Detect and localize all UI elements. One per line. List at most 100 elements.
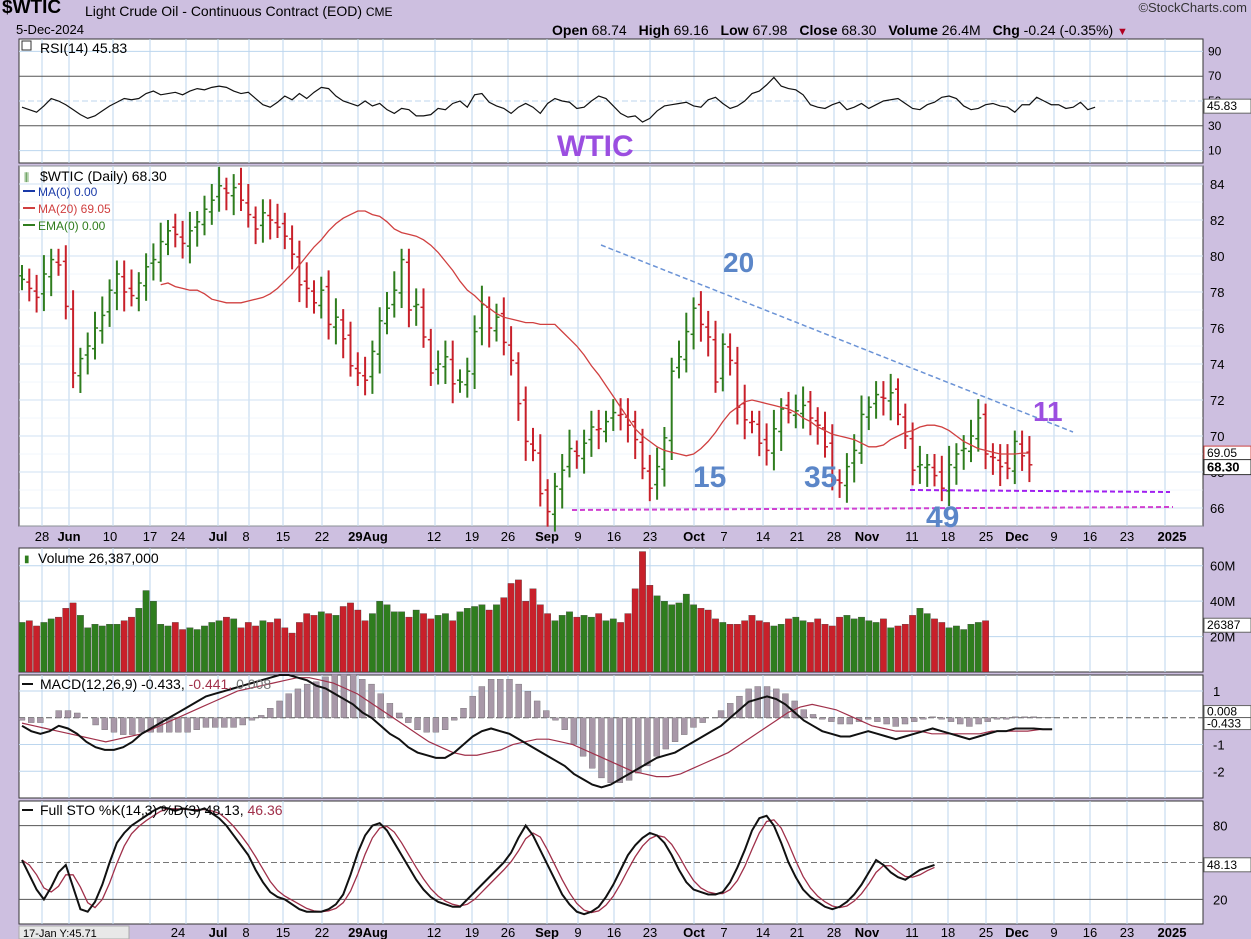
macd-histogram-bar: [552, 717, 559, 721]
macd-histogram-bar: [441, 717, 449, 730]
high-value: 69.16: [673, 22, 709, 38]
volume-bar: [347, 602, 354, 673]
x-axis-label-bottom: 22: [315, 925, 329, 939]
brand-link[interactable]: ©StockCharts.com: [1138, 0, 1247, 15]
macd-histogram-bar: [625, 717, 633, 781]
price-last-label: 68.30: [1207, 460, 1240, 475]
x-axis-label-bottom: 14: [756, 925, 770, 939]
price-bar: [668, 357, 675, 460]
price-bar: [274, 203, 281, 238]
price-bar: [318, 276, 325, 319]
volume-tick-label: 40M: [1210, 594, 1235, 609]
x-axis-label: 23: [643, 529, 657, 544]
macd-histogram-bar: [340, 674, 348, 718]
volume-bar: [726, 624, 734, 673]
volume-bar: [193, 629, 201, 673]
macd-histogram-bar: [414, 717, 421, 730]
macd-title-part: 0.008: [232, 676, 271, 692]
price-bar: [581, 429, 588, 474]
sto-last-box: [1203, 857, 1251, 873]
price-tick-label: 80: [1210, 249, 1224, 264]
volume-bar: [266, 622, 274, 673]
price-bar: [143, 253, 150, 301]
volume-bar: [84, 627, 92, 673]
macd-histogram-bar: [331, 674, 338, 718]
price-bar: [186, 211, 193, 264]
macd-histogram-bar: [377, 693, 384, 718]
price-bar: [84, 332, 91, 375]
volume-bar: [865, 620, 873, 673]
annotation-15: 15: [693, 461, 726, 494]
macd-histogram-bar: [64, 710, 72, 718]
volume-bar: [427, 618, 435, 673]
volume-bar: [288, 632, 296, 673]
ohlc-summary: Open 68.74 High 69.16 Low 67.98 Close 68…: [552, 22, 1128, 38]
volume-bar: [150, 600, 157, 673]
price-bar: [727, 333, 734, 376]
price-bar: [683, 312, 690, 373]
x-axis-label: Jun: [57, 529, 80, 544]
volume-bar: [734, 624, 741, 673]
x-axis-label-bottom: 15: [276, 925, 290, 939]
volume-bar: [880, 618, 887, 673]
volume-bar: [412, 609, 420, 673]
volume-bar: [719, 622, 727, 673]
sto-tick-label: 20: [1213, 892, 1227, 907]
macd-histogram-bar: [846, 717, 853, 725]
macd-histogram-bar: [368, 683, 375, 718]
macd-histogram-bar: [966, 717, 973, 727]
price-tick-label: 84: [1210, 177, 1224, 192]
macd-tick-label: 1: [1213, 684, 1220, 699]
price-bar: [515, 352, 522, 421]
x-axis-label-bottom: 11: [905, 925, 919, 939]
instrument-name: Light Crude Oil - Continuous Contract (E…: [85, 3, 393, 19]
price-bar: [712, 320, 719, 393]
volume-bar: [544, 613, 551, 673]
macd-histogram-bar: [193, 717, 200, 730]
price-bar: [610, 399, 617, 431]
price-bar: [632, 410, 639, 460]
symbol-ticker: $WTIC: [2, 0, 62, 18]
macd-histogram-bar: [451, 717, 458, 721]
volume-bar: [646, 585, 654, 673]
x-axis-label-bottom: Oct: [683, 925, 705, 939]
price-bar: [347, 321, 354, 377]
macd-histogram-bar: [478, 686, 486, 718]
macd-histogram-bar: [515, 683, 522, 718]
x-axis-label: 25: [979, 529, 993, 544]
price-bar: [551, 472, 558, 532]
volume-bar: [580, 615, 588, 673]
volume-bar: [230, 618, 238, 673]
volume-bar: [529, 588, 537, 673]
volume-bar: [434, 615, 442, 673]
volume-label: Volume: [888, 22, 938, 38]
macd-histogram-bar: [487, 679, 495, 718]
volume-bar: [967, 624, 975, 673]
volume-bar: [558, 615, 566, 673]
macd-histogram-bar: [212, 717, 219, 728]
bar-legend-icon: ⫼: [24, 172, 29, 184]
volume-bar: [588, 616, 595, 673]
volume-bar: [931, 618, 938, 673]
volume-bar: [106, 624, 113, 673]
volume-bar: [515, 579, 522, 673]
volume-bar: [361, 620, 369, 673]
price-bar: [252, 206, 259, 245]
macd-histogram-bar: [993, 717, 1001, 720]
x-axis-label-bottom: Nov: [855, 925, 880, 939]
volume-bar: [566, 611, 573, 673]
volume-bar: [850, 618, 858, 673]
ma20-line: [160, 210, 1030, 457]
price-bar: [165, 220, 171, 256]
price-bar: [822, 411, 828, 458]
price-bar: [873, 381, 880, 419]
volume-bar: [624, 613, 632, 673]
price-bar: [902, 403, 909, 449]
price-bar: [121, 260, 128, 312]
x-axis-label-bottom: 16: [607, 925, 621, 939]
open-label: Open: [552, 22, 588, 38]
macd-histogram-bar: [533, 700, 541, 718]
macd-histogram-bar: [497, 679, 504, 718]
x-axis-label-bottom: 8: [242, 925, 249, 939]
